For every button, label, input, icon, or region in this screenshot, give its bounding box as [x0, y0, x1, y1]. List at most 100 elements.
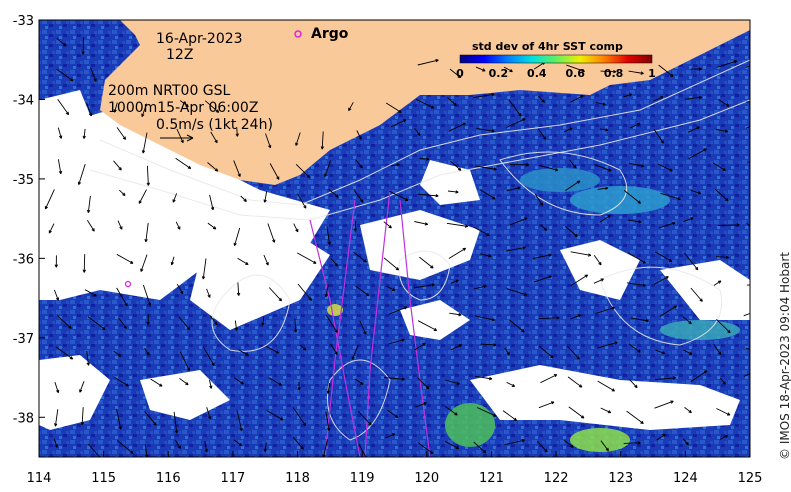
- hour-label: 12Z: [166, 47, 193, 63]
- current-arrow: [448, 122, 467, 132]
- current-arrow: [328, 188, 339, 198]
- current-arrow: [324, 284, 329, 298]
- current-arrow: [86, 195, 91, 213]
- current-arrow: [623, 441, 641, 445]
- current-arrow: [359, 320, 367, 335]
- current-arrow: [114, 377, 129, 387]
- current-arrow: [447, 97, 457, 107]
- current-arrow: [207, 222, 217, 230]
- current-arrow: [473, 441, 487, 454]
- current-arrow: [749, 253, 750, 255]
- current-arrow: [116, 408, 122, 430]
- current-arrow: [534, 193, 544, 206]
- current-arrow: [82, 254, 86, 273]
- current-arrow: [629, 162, 645, 168]
- current-arrow: [533, 253, 552, 259]
- current-arrow: [628, 70, 644, 75]
- current-arrow: [657, 163, 673, 172]
- current-arrow: [387, 409, 399, 419]
- y-tick-label: -36: [13, 252, 34, 267]
- current-arrow: [86, 102, 93, 117]
- argo-legend-marker: [294, 30, 302, 38]
- current-arrow: [473, 92, 495, 99]
- current-arrow: [87, 219, 95, 232]
- depth-line-2: 1000m15-Apr 06:00Z: [108, 100, 258, 116]
- current-arrow: [654, 400, 674, 409]
- current-arrow: [595, 102, 606, 106]
- current-arrow: [540, 224, 548, 231]
- current-arrow: [268, 377, 282, 386]
- map-annotations: 16-Apr-2023 12Z 200m NRT00 GSL 1000m15-A…: [108, 26, 349, 142]
- current-arrow: [475, 165, 497, 171]
- current-arrow: [326, 226, 331, 245]
- current-arrow: [447, 190, 459, 194]
- current-arrow: [81, 37, 85, 55]
- current-arrow: [268, 287, 283, 302]
- current-arrow: [57, 99, 70, 116]
- current-arrow: [654, 251, 673, 262]
- current-arrow: [206, 288, 211, 298]
- credit-label: © IMOS 18-Apr-2023 09:04 Hobart: [778, 252, 791, 460]
- current-arrow: [56, 68, 74, 82]
- velocity-scale-label: 0.5m/s (1kt 24h): [156, 117, 273, 133]
- current-arrow: [746, 222, 750, 227]
- x-tick-label: 123: [608, 471, 633, 486]
- current-arrow: [44, 189, 55, 210]
- current-arrow: [320, 131, 324, 150]
- current-arrow: [449, 68, 462, 79]
- current-arrow: [141, 103, 148, 118]
- current-arrow: [173, 411, 179, 434]
- current-arrow: [209, 315, 218, 326]
- argo-tracks: [309, 189, 431, 457]
- current-arrow: [446, 222, 469, 228]
- current-arrow: [593, 254, 602, 266]
- current-arrow: [569, 159, 577, 169]
- current-arrow: [480, 343, 497, 347]
- current-arrow: [564, 127, 573, 133]
- current-arrow: [209, 379, 213, 389]
- current-arrow: [325, 314, 338, 333]
- current-arrow: [390, 119, 407, 128]
- current-arrow: [690, 189, 702, 195]
- current-arrow: [146, 165, 151, 186]
- current-arrow: [385, 102, 402, 113]
- x-tick-label: 120: [414, 471, 439, 486]
- current-arrow: [297, 283, 312, 301]
- current-arrow: [233, 377, 244, 385]
- current-arrow: [570, 95, 584, 103]
- current-arrow: [718, 99, 730, 107]
- current-arrow: [566, 345, 580, 360]
- current-arrow: [116, 287, 128, 307]
- current-arrow: [293, 318, 298, 333]
- current-arrow: [388, 338, 405, 345]
- current-arrow: [80, 407, 84, 426]
- current-arrow: [713, 343, 722, 356]
- current-arrow: [116, 440, 134, 454]
- current-arrow: [749, 189, 750, 191]
- y-tick-label: -34: [13, 93, 34, 108]
- current-arrow: [450, 279, 459, 284]
- current-arrow: [178, 316, 191, 331]
- current-arrow: [717, 223, 740, 227]
- current-arrow: [57, 159, 63, 175]
- y-tick-label: -37: [13, 332, 34, 347]
- current-arrow: [474, 315, 495, 322]
- current-arrow: [295, 163, 311, 179]
- current-arrow: [444, 406, 458, 416]
- current-arrow: [204, 100, 220, 113]
- current-arrow: [629, 379, 638, 389]
- current-arrow: [503, 66, 513, 73]
- current-arrow: [715, 255, 730, 260]
- current-arrow: [594, 164, 612, 172]
- current-arrow: [684, 95, 703, 100]
- current-arrow: [138, 189, 147, 204]
- x-tick-label: 121: [479, 471, 504, 486]
- current-arrow: [504, 347, 510, 356]
- current-arrow: [682, 316, 692, 325]
- current-arrow: [563, 439, 574, 448]
- current-arrow: [201, 258, 207, 280]
- current-arrow: [683, 217, 694, 223]
- current-arrow: [750, 412, 759, 419]
- current-arrow: [570, 274, 589, 287]
- current-arrow: [626, 410, 644, 425]
